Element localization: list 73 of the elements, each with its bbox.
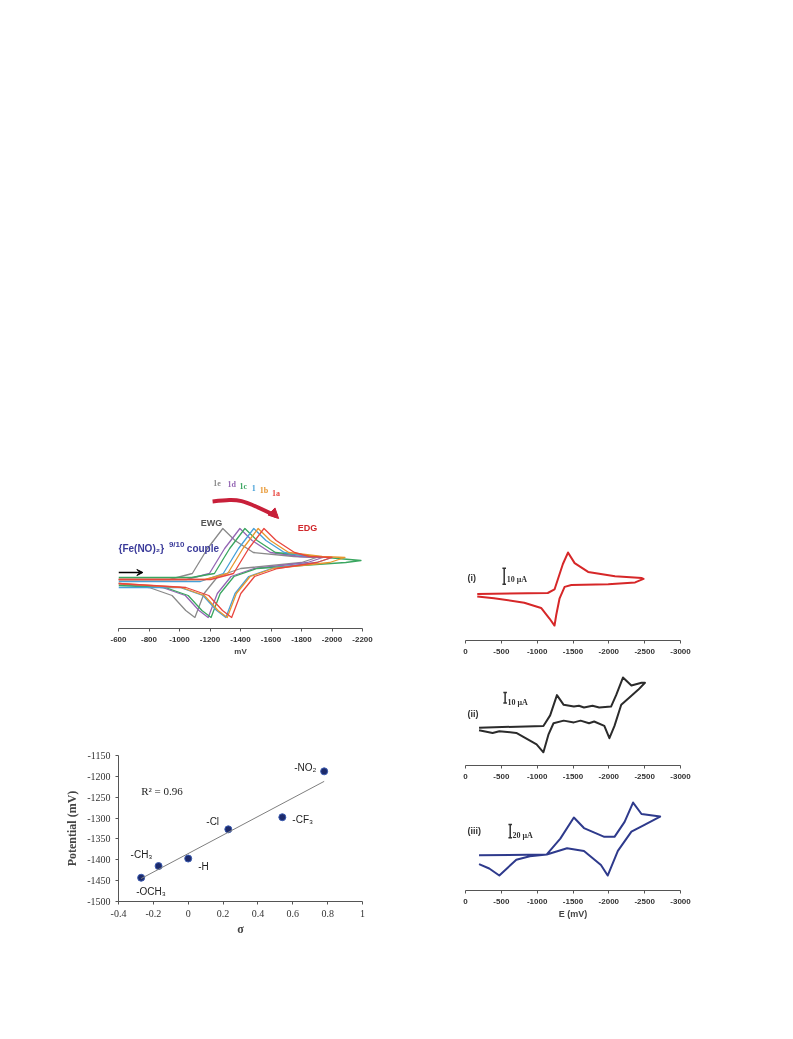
x-tick-label: 0.4 <box>251 907 265 919</box>
point <box>184 854 193 863</box>
annotation: -OCH₃ <box>136 886 166 898</box>
x-tick-label: -1400 <box>230 634 252 644</box>
annotation: {Fe(NO)₂}9/10 couple <box>118 540 220 554</box>
x-tick-label: -0.2 <box>145 907 162 919</box>
annotation: 20 μA <box>512 830 533 840</box>
y-tick-label: -1400 <box>87 854 111 866</box>
x-tick-label: -2000 <box>598 646 620 656</box>
text: EWG <box>200 517 223 528</box>
x-tick-label: -500 <box>493 771 510 781</box>
annotation: 10 μA <box>506 575 528 585</box>
x-axis-title: σ <box>237 921 245 936</box>
x-tick-label: -1200 <box>199 634 221 644</box>
x-tick-label: -2500 <box>634 896 656 906</box>
x-tick-label: 0 <box>463 646 469 656</box>
y-tick-label: -1350 <box>87 833 111 845</box>
x-tick-label: 0 <box>463 896 469 906</box>
annotation: (iii) <box>467 825 481 836</box>
x-tick-label: -1000 <box>526 896 548 906</box>
annotation: -CF₃ <box>292 813 314 825</box>
x-tick-label: -1800 <box>291 634 313 644</box>
x-axis-title: E (mV) <box>558 908 588 919</box>
x-tick-label: -3000 <box>670 896 692 906</box>
text: 1e <box>213 478 222 488</box>
x-tick-label: -2500 <box>634 646 656 656</box>
x-tick-label: -1000 <box>169 634 191 644</box>
text: 1b <box>259 486 269 495</box>
point <box>320 767 329 776</box>
y-tick-label: -1150 <box>87 750 111 761</box>
annotation: R² = 0.96 <box>141 784 184 797</box>
y-axis-title: Potential (mV) <box>65 790 80 867</box>
x-tick-label: -2500 <box>634 771 656 781</box>
text: 1d <box>227 480 237 489</box>
y-tick-label: -1250 <box>87 791 111 803</box>
x-axis-title: mV <box>234 646 248 656</box>
x-tick-label: 0 <box>185 907 191 919</box>
x-tick-label: -0.4 <box>110 907 127 919</box>
annotation: -CH₃ <box>130 848 153 860</box>
y-tick-label: -1300 <box>87 812 111 824</box>
annotation: 10 μA <box>507 697 528 707</box>
x-tick-label: -1500 <box>562 646 584 656</box>
annotation: (ii) <box>467 708 479 719</box>
x-tick-label: -2000 <box>598 896 620 906</box>
x-tick-label: -500 <box>493 646 510 656</box>
x-tick-label: -600 <box>110 634 128 644</box>
annotation: -H <box>198 861 209 873</box>
x-tick-label: -2000 <box>321 634 343 644</box>
x-tick-label: -1600 <box>260 634 282 644</box>
x-tick-label: 1 <box>360 907 365 919</box>
x-tick-label: -500 <box>493 896 510 906</box>
text: 1 <box>251 483 256 493</box>
x-tick-label: 0 <box>463 771 469 781</box>
x-tick-label: 0.8 <box>321 907 334 919</box>
annotation: -Cl <box>206 815 220 827</box>
text: 1a <box>271 489 280 498</box>
annotation: (i) <box>467 572 476 583</box>
text: 1c <box>239 482 248 491</box>
x-tick-label: 0.6 <box>286 907 300 919</box>
y-tick-label: -1450 <box>87 875 111 887</box>
x-tick-label: -800 <box>140 634 158 644</box>
x-tick-label: -1000 <box>526 771 548 781</box>
x-tick-label: -3000 <box>670 771 692 781</box>
x-tick-label: 0.2 <box>216 907 230 919</box>
annotation: -NO₂ <box>294 761 317 773</box>
x-tick-label: -1500 <box>562 771 584 781</box>
x-tick-label: -2200 <box>352 634 374 644</box>
annotation: EDG <box>297 522 318 533</box>
point <box>278 813 287 822</box>
x-tick-label: -3000 <box>670 646 692 656</box>
x-tick-label: -2000 <box>598 771 620 781</box>
x-tick-label: -1000 <box>526 646 548 656</box>
x-tick-label: -1500 <box>562 896 584 906</box>
